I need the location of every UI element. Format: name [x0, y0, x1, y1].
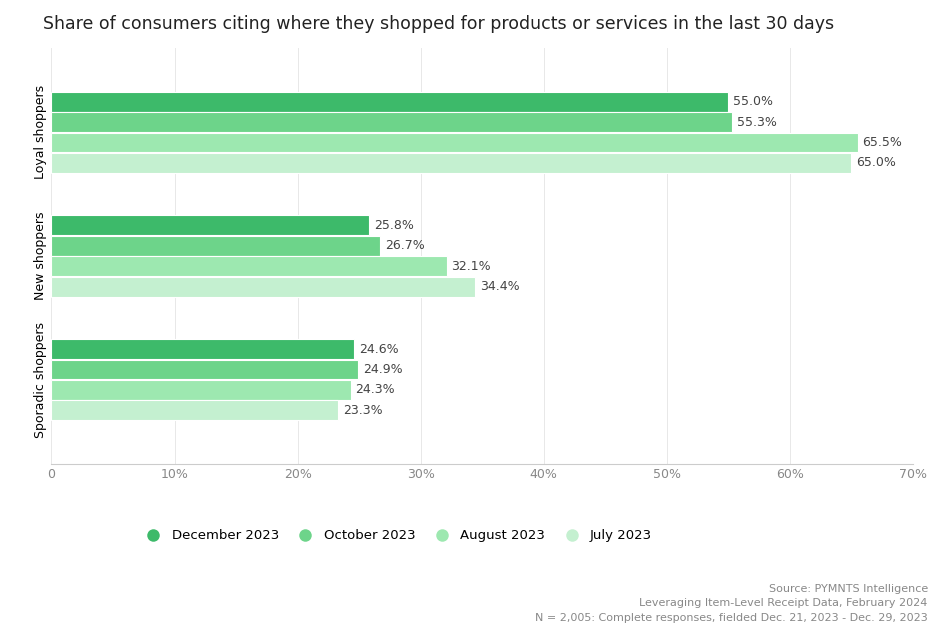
Bar: [52, 236, 380, 256]
Bar: [52, 153, 852, 173]
Text: 23.3%: 23.3%: [343, 404, 382, 417]
Text: 24.3%: 24.3%: [355, 384, 395, 396]
Bar: [52, 132, 857, 153]
Text: 55.3%: 55.3%: [737, 116, 777, 128]
Bar: [52, 401, 338, 420]
Text: 24.9%: 24.9%: [363, 363, 402, 376]
Bar: [52, 359, 358, 380]
Text: 26.7%: 26.7%: [385, 239, 425, 252]
Bar: [52, 216, 369, 235]
Text: 65.0%: 65.0%: [856, 156, 896, 169]
Bar: [52, 380, 350, 400]
Bar: [52, 256, 447, 276]
Text: 55.0%: 55.0%: [733, 95, 773, 108]
Text: Share of consumers citing where they shopped for products or services in the las: Share of consumers citing where they sho…: [42, 15, 834, 33]
Text: Source: PYMNTS Intelligence
Leveraging Item-Level Receipt Data, February 2024
N : Source: PYMNTS Intelligence Leveraging I…: [535, 584, 928, 623]
Text: 25.8%: 25.8%: [374, 219, 414, 232]
Legend: December 2023, October 2023, August 2023, July 2023: December 2023, October 2023, August 2023…: [135, 524, 658, 548]
Text: 24.6%: 24.6%: [359, 343, 398, 356]
Bar: [52, 277, 475, 296]
Text: 32.1%: 32.1%: [451, 259, 491, 273]
Text: 65.5%: 65.5%: [863, 136, 902, 149]
Text: 34.4%: 34.4%: [479, 280, 519, 293]
Bar: [52, 92, 728, 111]
Bar: [52, 339, 354, 359]
Bar: [52, 112, 732, 132]
